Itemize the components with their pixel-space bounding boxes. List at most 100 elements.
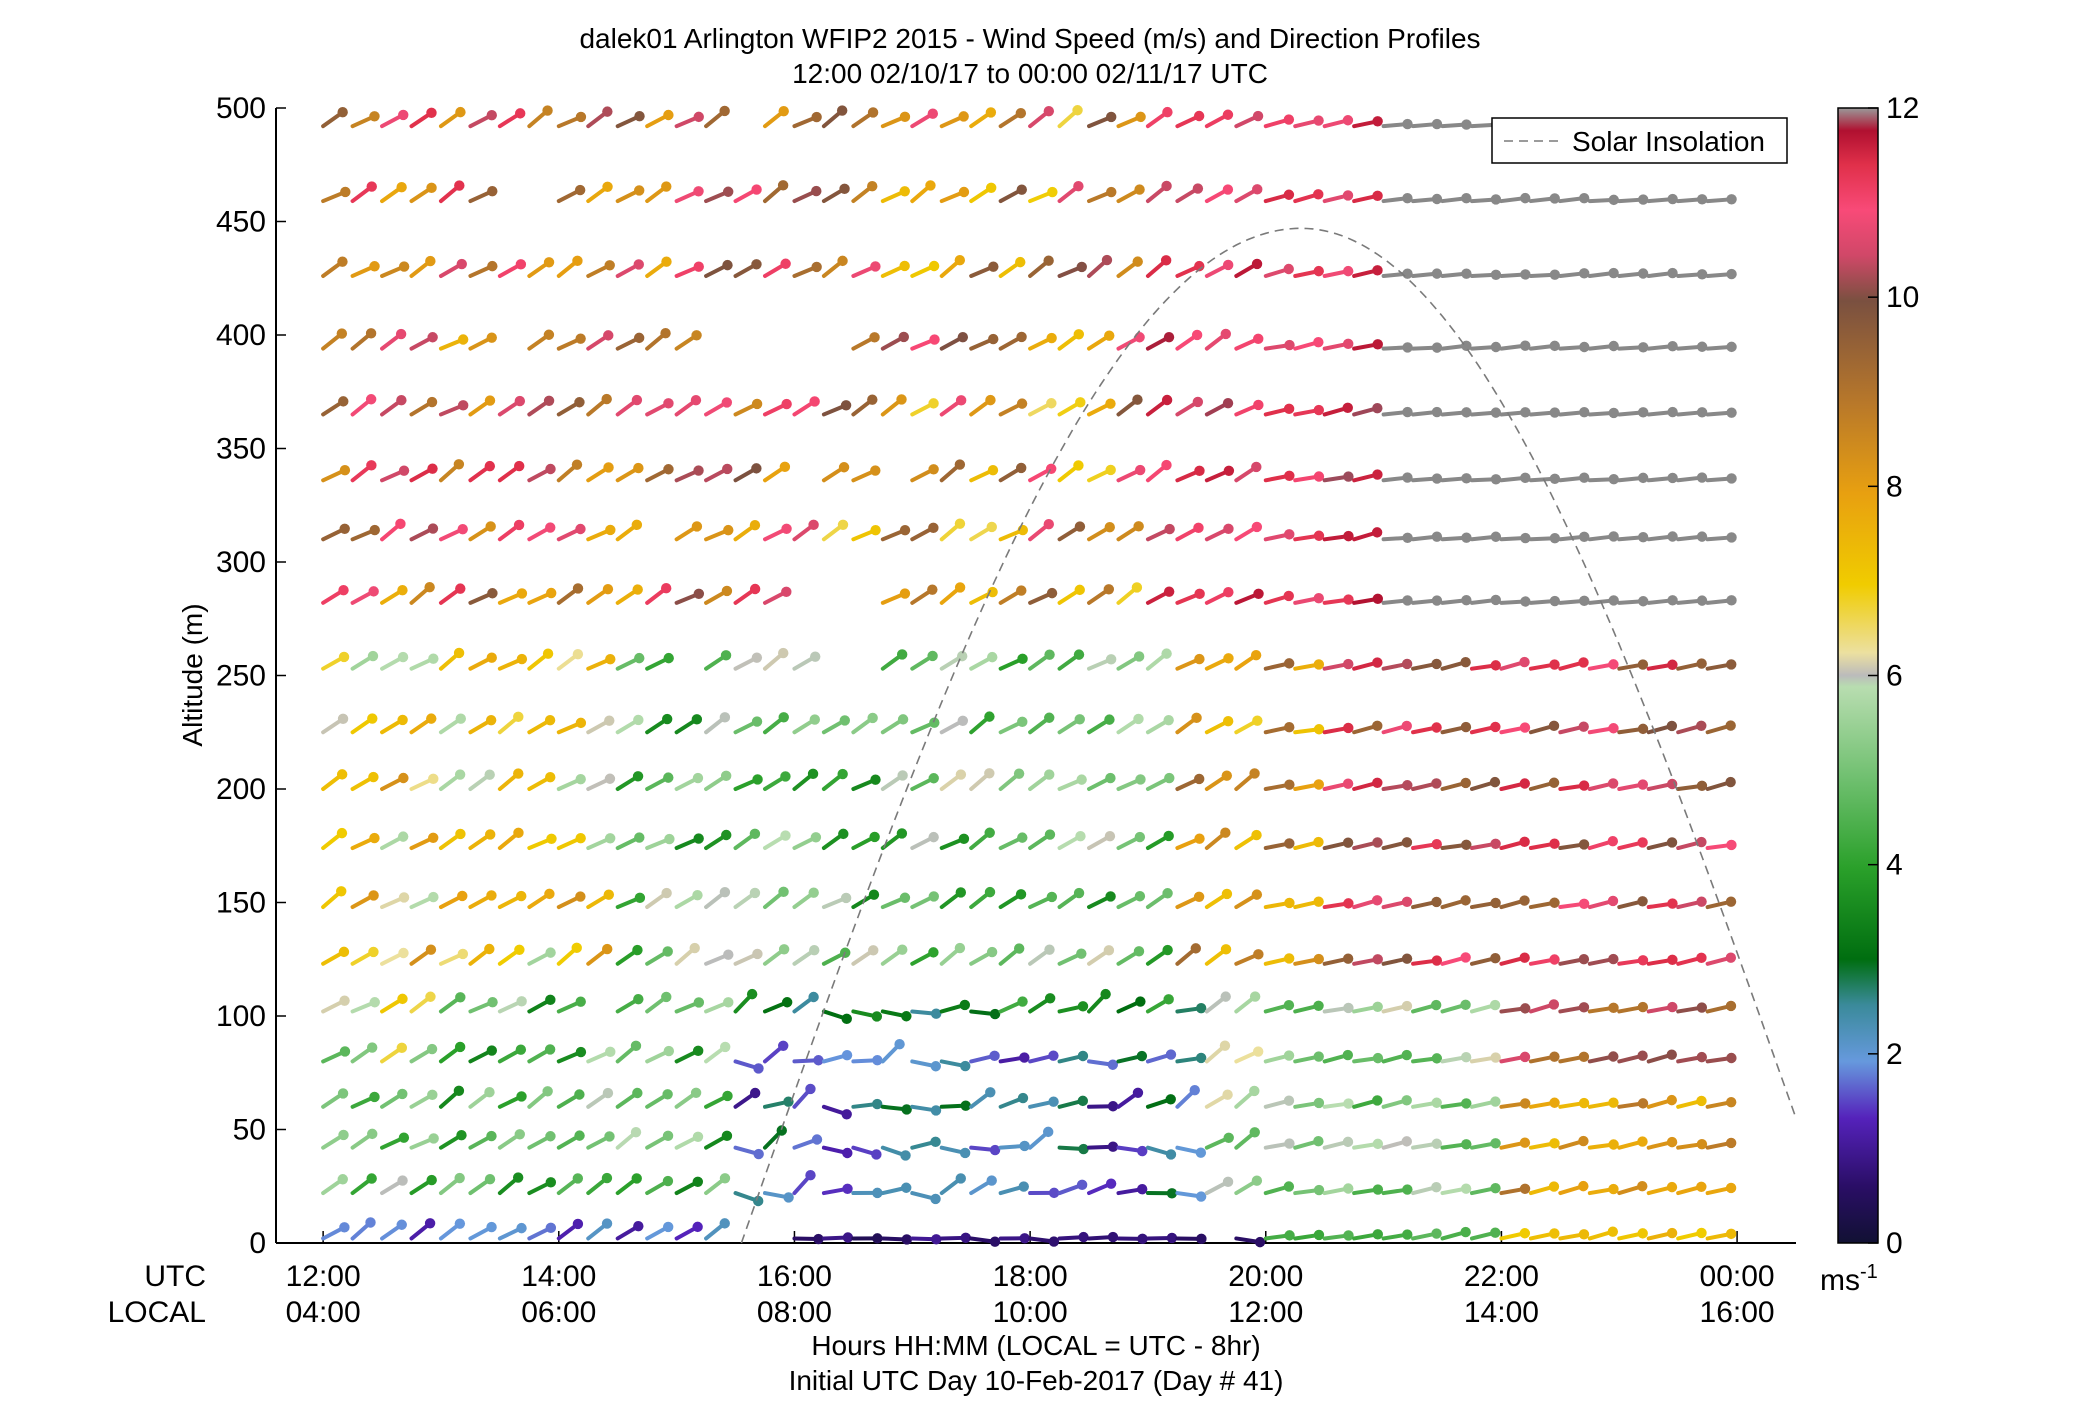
wind-barb-head [575,996,586,1007]
wind-barb-head [1519,778,1530,789]
y-tick-label: 300 [216,546,266,579]
wind-barb-head [1163,714,1174,726]
wind-barb-head [1251,461,1262,473]
wind-barb-head [955,1173,966,1184]
wind-barb-head [837,519,849,530]
wind-barb-head [720,770,732,782]
wind-barb-head [487,996,498,1008]
wind-barb-head [545,947,556,958]
wind-barb-head [842,1232,854,1243]
wind-barb-head [872,1098,883,1110]
wind-barb-head [484,943,495,955]
wind-barb-head [1490,474,1502,485]
wind-barb-head [1222,397,1234,409]
wind-barb-head [1160,255,1172,266]
wind-barb-head [693,588,705,600]
wind-barb-head [721,1130,733,1142]
wind-barb-head [1666,1094,1677,1106]
wind-barb-head [693,997,705,1008]
wind-barb-head [605,653,616,665]
wind-barb-head [1667,406,1678,418]
wind-barb-head [1165,1094,1176,1105]
wind-barb-head [634,832,645,843]
wind-barb-head [1284,339,1295,351]
wind-barb-head [454,180,465,191]
wind-barb-head [1667,193,1678,205]
wind-barb-head [928,773,939,784]
wind-barb-head [427,1089,438,1101]
wind-barb-head [485,521,496,532]
wind-barb-head [1696,194,1708,205]
colorbar-tick-label: 4 [1886,849,1903,882]
wind-barb-head [1017,832,1028,843]
wind-barb-head [1696,1002,1708,1013]
wind-barb-head [368,890,379,901]
wind-barb-head [634,185,645,196]
wind-barb-head [691,330,702,341]
wind-barb-head [780,830,791,841]
wind-barb-head [633,1220,644,1232]
wind-barb-head [1074,584,1085,596]
x-row-label-utc: UTC [144,1260,206,1293]
wind-barb-head [872,1055,883,1066]
wind-barb-head [836,105,848,116]
wind-barb-head [1667,472,1678,484]
wind-barb-head [515,1044,527,1055]
wind-barb-head [1402,192,1413,204]
colorbar-tick-label: 10 [1886,281,1919,314]
wind-barb-head [1549,1097,1560,1108]
wind-barb-head [1637,723,1649,735]
wind-barb-head [1017,653,1028,665]
wind-barb-head [602,1087,614,1099]
wind-barb-head [543,257,555,268]
wind-barb-head [1194,833,1205,844]
wind-barb-head [1018,1181,1029,1192]
wind-barb-head [1164,523,1175,535]
wind-barb-head [783,1096,794,1107]
legend-label: Solar Insolation [1572,126,1765,157]
wind-barb-head [1283,1095,1295,1106]
wind-barb-head [897,714,909,725]
wind-barb-head [1078,1231,1089,1243]
wind-barb-head [1461,407,1472,418]
wind-barb-head [1048,1187,1060,1199]
wind-barb-head [1696,780,1708,792]
wind-barb-head [1696,1051,1707,1063]
wind-barb-head [1579,531,1590,542]
wind-barb-head [1726,194,1737,205]
wind-barb-head [1313,1000,1324,1012]
wind-barb-head [722,186,734,197]
wind-barb-head [366,181,377,192]
wind-barb-head [1490,1227,1501,1238]
wind-barb-head [396,1042,408,1054]
wind-barb-head [719,1218,730,1229]
wind-barb-head [484,395,496,406]
x-tick-label-utc: 16:00 [757,1260,832,1293]
wind-barb-head [1313,592,1324,604]
wind-barb-head [1283,263,1294,275]
wind-barb-head [1431,118,1443,130]
wind-barb-head [1342,402,1353,414]
wind-barb-head [1431,193,1443,205]
wind-barb-head [605,524,616,536]
colorbar-unit-exp: -1 [1860,1261,1878,1283]
y-tick-label: 100 [216,1000,266,1033]
wind-barb-head [751,259,762,270]
wind-barb-head [1490,194,1502,205]
wind-barb-head [692,1131,704,1142]
wind-barb-head [486,890,497,901]
wind-barb-head [1253,333,1264,345]
wind-barb-head [428,832,439,843]
wind-barb-head [985,107,997,118]
wind-barb-head [1193,522,1204,534]
wind-barb-head [603,889,615,900]
wind-barb-head [426,107,437,119]
wind-barb-head [1219,1040,1231,1051]
wind-barb-head [1402,780,1413,791]
wind-barb-head [632,1087,643,1099]
wind-barb-head [1342,265,1354,277]
wind-barb-head [751,463,762,474]
wind-barb-head [1133,651,1145,662]
wind-barb-head [1251,1175,1263,1186]
wind-barb-head [1076,948,1087,959]
